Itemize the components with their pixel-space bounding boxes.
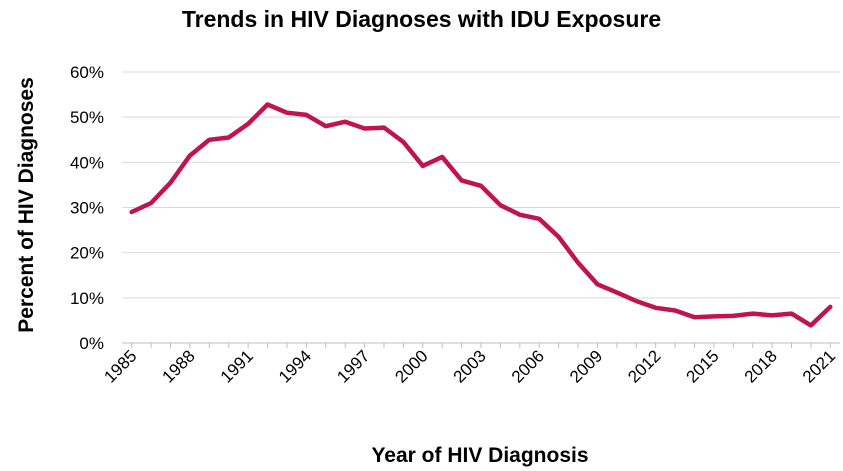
- x-tick-label: 2006: [508, 346, 548, 386]
- data-point: [421, 164, 425, 168]
- data-point: [770, 313, 774, 317]
- data-point: [207, 138, 211, 142]
- x-tick-label: 2021: [799, 346, 839, 386]
- data-point: [789, 312, 793, 316]
- data-point: [343, 120, 347, 124]
- data-point: [246, 122, 250, 126]
- data-point: [304, 113, 308, 117]
- data-point: [576, 261, 580, 265]
- x-tick-label: 2018: [741, 346, 781, 386]
- y-axis-title: Percent of HIV Diagnoses: [15, 77, 38, 333]
- data-point: [498, 203, 502, 207]
- data-point: [266, 103, 270, 107]
- data-point: [634, 299, 638, 303]
- x-axis-title: Year of HIV Diagnosis: [371, 444, 588, 467]
- y-tick-label: 60%: [70, 63, 104, 82]
- data-point: [731, 314, 735, 318]
- data-point: [692, 315, 696, 319]
- data-point: [401, 140, 405, 144]
- y-tick-label: 10%: [70, 289, 104, 308]
- x-tick-label: 2003: [450, 346, 490, 386]
- data-point: [828, 305, 832, 309]
- x-tick-label: 1997: [333, 346, 373, 386]
- x-tick-label: 2015: [683, 346, 723, 386]
- data-point: [809, 323, 813, 327]
- x-tick-label: 1988: [159, 346, 199, 386]
- data-point: [751, 312, 755, 316]
- data-point: [479, 184, 483, 188]
- data-point: [712, 314, 716, 318]
- series-layer: [129, 102, 833, 328]
- x-tick-label: 2000: [391, 346, 431, 386]
- gridlines: [122, 71, 840, 299]
- x-tick-label: 2012: [624, 346, 664, 386]
- tick-labels: 0% 10% 20% 30% 40% 50% 60% 1985 1988 1991 1994 1997…: [70, 63, 839, 387]
- x-tick-label: 2009: [566, 346, 606, 386]
- data-point: [557, 235, 561, 239]
- chart-title: Trends in HIV Diagnoses with IDU Exposur…: [181, 6, 662, 32]
- y-tick-label: 20%: [70, 244, 104, 263]
- x-tick-label: 1994: [275, 346, 315, 386]
- x-tick-label: 1985: [100, 346, 140, 386]
- series-line: [129, 102, 833, 328]
- data-point: [673, 308, 677, 312]
- axes: [122, 342, 840, 348]
- data-point: [537, 217, 541, 221]
- data-point: [188, 154, 192, 158]
- data-point: [615, 290, 619, 294]
- x-tick-label: 1991: [217, 346, 257, 386]
- y-tick-label: 50%: [70, 108, 104, 127]
- data-point: [595, 282, 599, 286]
- data-point: [460, 178, 464, 182]
- data-point: [149, 201, 153, 205]
- data-point: [130, 210, 134, 214]
- y-tick-label: 40%: [70, 153, 104, 172]
- data-point: [363, 126, 367, 130]
- data-point: [518, 213, 522, 217]
- data-point: [654, 306, 658, 310]
- y-tick-label: 30%: [70, 199, 104, 218]
- data-point: [440, 155, 444, 159]
- data-point: [324, 124, 328, 128]
- y-tick-label: 0%: [79, 334, 104, 353]
- data-point: [285, 111, 289, 115]
- data-point: [382, 126, 386, 130]
- data-point: [227, 135, 231, 139]
- data-point: [169, 181, 173, 185]
